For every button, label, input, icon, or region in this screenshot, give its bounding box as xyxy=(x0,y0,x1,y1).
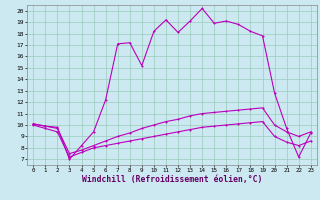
X-axis label: Windchill (Refroidissement éolien,°C): Windchill (Refroidissement éolien,°C) xyxy=(82,175,262,184)
